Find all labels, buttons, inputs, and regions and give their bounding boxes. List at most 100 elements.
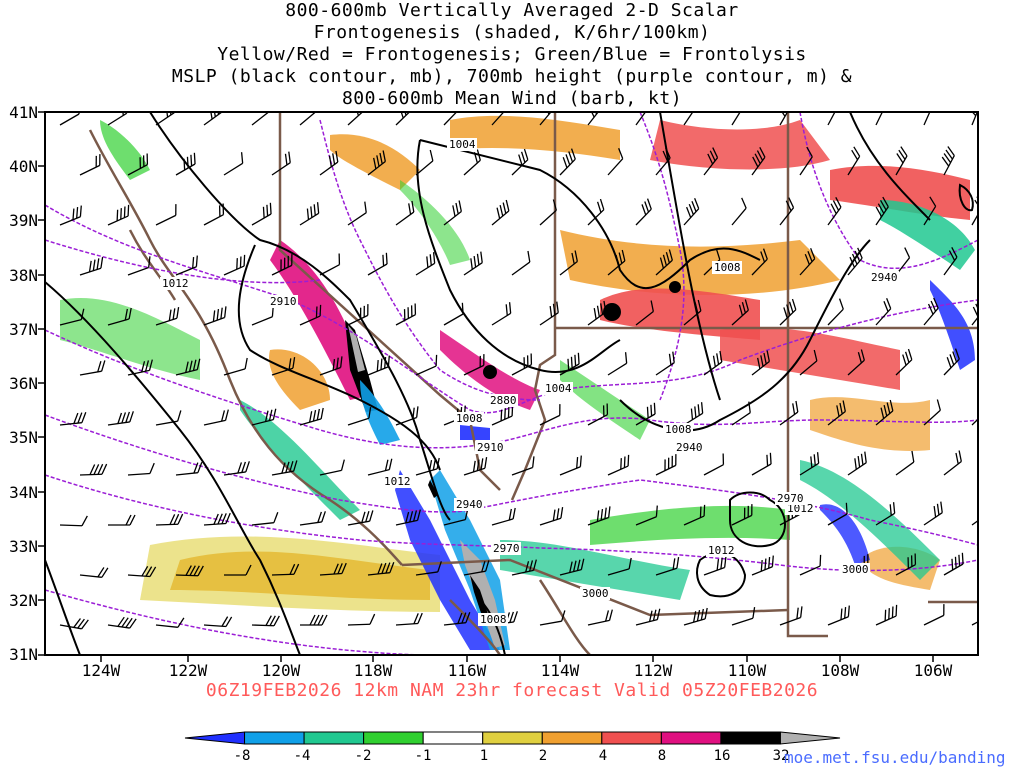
wind-barb (751, 248, 768, 276)
lon-label: 110W (728, 661, 767, 680)
wind-barb (827, 298, 844, 326)
svg-text:2940: 2940 (456, 498, 483, 511)
wind-barb (107, 307, 132, 326)
wind-barb (799, 248, 816, 276)
wind-barb (683, 607, 708, 626)
wind-barb (703, 350, 723, 376)
lat-label: 40N (9, 157, 38, 176)
svg-text:2880: 2880 (490, 394, 517, 407)
wind-barb (299, 511, 326, 526)
colorbar-label: 16 (714, 748, 731, 764)
wind-barb (751, 452, 772, 476)
svg-text:2940: 2940 (871, 271, 898, 284)
wind-barb (779, 606, 803, 626)
wind-barb (895, 348, 913, 376)
wind-barb (299, 407, 324, 426)
wind-barb (827, 196, 842, 226)
wind-barb (107, 616, 137, 629)
wind-barb (251, 202, 272, 226)
latitude-axis: 41N 40N 39N 38N 37N 36N 35N 34N 33N 32N … (9, 103, 38, 664)
wind-barb (943, 246, 958, 276)
wind-barb (875, 112, 887, 126)
wind-barb (347, 407, 372, 426)
wind-barb (271, 151, 291, 176)
lat-label: 38N (9, 266, 38, 285)
lon-label: 106W (914, 661, 953, 680)
svg-text:1012: 1012 (708, 544, 735, 557)
colorbar-label: -2 (355, 748, 372, 764)
mslp-label: 1004 (447, 138, 477, 151)
svg-text:1008: 1008 (665, 423, 692, 436)
wind-barb (175, 462, 203, 476)
colorbar-label: -4 (294, 748, 311, 764)
colorbar-swatch (482, 731, 543, 745)
colorbar-swatch (660, 731, 722, 745)
colorbar-swatch (601, 731, 662, 745)
wind-barb (59, 412, 87, 426)
wind-barb (986, 450, 1013, 475)
lon-label: 114W (541, 661, 580, 680)
colorbar-label: -1 (415, 748, 432, 764)
wind-barb (395, 406, 419, 426)
wind-barb (559, 250, 578, 276)
wind-barb (635, 608, 661, 626)
wind-barb (223, 357, 248, 376)
mslp-label: 1004 (543, 382, 573, 395)
wind-barb (971, 614, 978, 626)
wind-barb (967, 112, 978, 126)
mslp-label: 1012 (382, 475, 412, 488)
wind-barb (607, 454, 630, 476)
wind-barb (779, 197, 795, 226)
mslp-label: 1008 (663, 423, 693, 436)
source-url[interactable]: moe.met.fsu.edu/banding (784, 748, 1006, 767)
wind-barb (271, 357, 296, 376)
wind-barb (539, 199, 557, 226)
lat-label: 35N (9, 428, 38, 447)
wind-barb (319, 459, 345, 476)
wind-barb (347, 510, 374, 526)
longitude-ticks (100, 655, 934, 662)
wind-barb (635, 300, 654, 326)
wind-barb (559, 148, 576, 176)
chart-title-line-1: 800-600mb Vertically Averaged 2-D Scalar (285, 0, 739, 21)
colorbar-label: 1 (480, 748, 488, 764)
wind-barb (731, 112, 745, 126)
svg-text:3000: 3000 (842, 563, 869, 576)
wind-barb (875, 196, 889, 226)
wind-barb (299, 304, 322, 326)
wind-barb (731, 504, 753, 526)
wind-barb (155, 204, 177, 226)
wind-barb (415, 252, 436, 276)
wind-barb (847, 349, 865, 376)
wind-barb (79, 567, 109, 578)
colorbar-swatch (303, 731, 365, 745)
mslp-label: 1012 (706, 544, 736, 557)
wind-barb (778, 112, 792, 126)
wind-barb (251, 305, 274, 326)
wind-barb (984, 247, 1007, 275)
svg-text:1008: 1008 (480, 613, 507, 626)
wind-barb (923, 297, 939, 326)
wind-barbs (59, 112, 1013, 630)
chart-title-line-4: MSLP (black contour, mb), 700mb height (… (171, 66, 853, 87)
wind-barb (395, 612, 423, 626)
wind-barb (587, 609, 613, 626)
svg-text:2940: 2940 (676, 441, 703, 454)
colorbar-swatch (363, 731, 424, 745)
wind-barb (223, 461, 250, 476)
height-label: 2970 (775, 492, 805, 505)
wind-barb (511, 353, 533, 376)
wind-barb (127, 359, 153, 376)
wind-barb (655, 249, 673, 276)
wind-barb (415, 457, 440, 476)
wind-barb (655, 454, 677, 476)
wind-barb (223, 152, 244, 176)
wind-barb (655, 557, 680, 576)
wind-barb (827, 112, 839, 126)
svg-text:3000: 3000 (582, 587, 609, 600)
wind-barb (635, 402, 656, 426)
svg-text:1012: 1012 (787, 502, 814, 515)
colorbar-swatch (422, 731, 484, 745)
wind-barb (827, 400, 846, 426)
